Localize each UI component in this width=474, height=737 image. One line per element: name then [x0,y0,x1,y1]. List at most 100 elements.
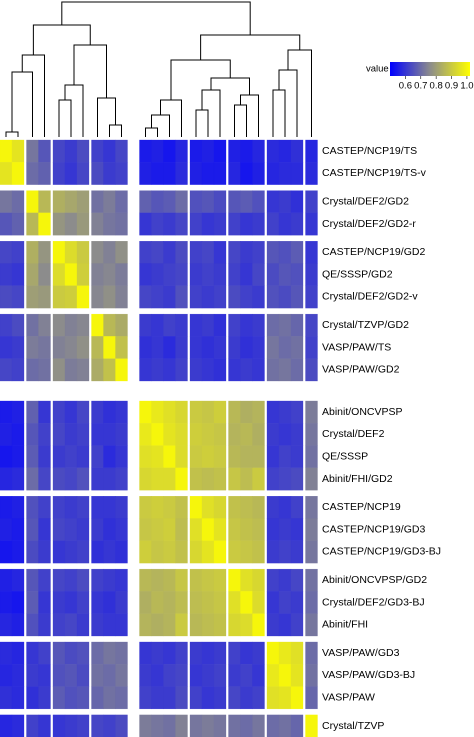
heatmap-cell [305,139,318,163]
heatmap-cell [305,445,318,469]
heatmap-cell [64,358,78,382]
heatmap-cell [266,686,280,710]
heatmap-cell [26,518,39,541]
heatmap-cell [38,313,51,337]
heatmap-cell [175,664,188,687]
heatmap-cell [213,591,227,614]
heatmap-cell [201,423,215,446]
heatmap-cell [26,241,39,264]
heatmap-cell [175,540,188,564]
heatmap-cell [175,423,188,446]
heatmap-cell [151,641,164,665]
heatmap-cell [64,445,78,469]
heatmap-cell [290,162,304,185]
heatmap-cell [266,336,280,359]
heatmap-cell [64,313,78,337]
heatmap-cell [240,313,253,337]
heatmap-cell [163,641,176,665]
heatmap-cell [38,467,51,491]
row-label: Abinit/FHI/GD2 [322,473,393,485]
heatmap-cell [26,423,39,446]
heatmap-cell [175,190,188,214]
row-label: Crystal/DEF2/GD2 [322,196,409,208]
heatmap-cell [115,241,128,264]
heatmap-cell [266,540,280,564]
heatmap-cell [189,313,203,337]
row-label: CASTEP/NCP19/GD3 [322,523,425,535]
heatmap-cell [278,445,292,469]
heatmap-cell [115,212,128,236]
heatmap-cell [213,162,227,185]
heatmap-cell [278,162,292,185]
heatmap-cell [76,591,90,614]
heatmap-cell [290,400,304,424]
heatmap-cell [76,336,90,359]
heatmap-cell [91,263,104,286]
heatmap-cell [11,686,25,710]
heatmap-cell [151,467,164,491]
heatmap-cell [26,591,39,614]
heatmap-cell [115,467,128,491]
heatmap-cell [266,568,280,592]
heatmap-cell [175,139,188,163]
heatmap-cell [115,190,128,214]
heatmap-cell [26,540,39,564]
heatmap-cell [228,496,241,519]
heatmap-cell [151,613,164,637]
heatmap-cell [38,358,51,382]
heatmap-cell [163,400,176,424]
heatmap-cell [189,241,203,264]
heatmap-cell [278,540,292,564]
heatmap-cell [175,518,188,541]
heatmap-cell [163,445,176,469]
heatmap-cell [240,518,253,541]
heatmap-cell [91,686,104,710]
heatmap-cell [189,540,203,564]
heatmap-cell [52,400,66,424]
dendrogram-branch [97,97,116,137]
heatmap-cell [103,400,116,424]
heatmap-cell [103,263,116,286]
heatmap-cell [76,445,90,469]
heatmap-cell [103,540,116,564]
heatmap-cell [163,591,176,614]
heatmap-cell [76,241,90,264]
heatmap-cell [139,641,152,665]
heatmap-cell [91,613,104,637]
heatmap-cell [151,190,164,214]
heatmap-cell [26,613,39,637]
heatmap-cell [163,190,176,214]
heatmap-cell [266,358,280,382]
heatmap-cell [91,423,104,446]
heatmap-cell [151,241,164,264]
heatmap-cell [175,568,188,592]
heatmap-cell [139,467,152,491]
heatmap-cell [52,423,66,446]
heatmap-cell [26,568,39,592]
heatmap-cell [201,591,215,614]
heatmap-cell [278,313,292,337]
heatmap-cell [228,467,241,491]
heatmap-cell [228,641,241,665]
heatmap-cell [252,358,265,382]
heatmap-cell [266,445,280,469]
heatmap-cell [305,613,318,637]
heatmap-cell [278,613,292,637]
heatmap-cell [103,212,116,236]
dendrogram-branch [160,99,182,137]
heatmap-cell [228,358,241,382]
heatmap-cell [52,313,66,337]
heatmap-cell [139,540,152,564]
dendrogram-branch [5,131,19,137]
heatmap-cell [252,400,265,424]
heatmap-cell [139,400,152,424]
heatmap-cell [38,714,51,737]
heatmap-cell [305,336,318,359]
heatmap-cell [213,496,227,519]
heatmap-cell [103,641,116,665]
heatmap-cell [213,540,227,564]
heatmap-cell [91,313,104,337]
heatmap-cell [91,358,104,382]
heatmap-cell [163,241,176,264]
heatmap-cell [151,686,164,710]
